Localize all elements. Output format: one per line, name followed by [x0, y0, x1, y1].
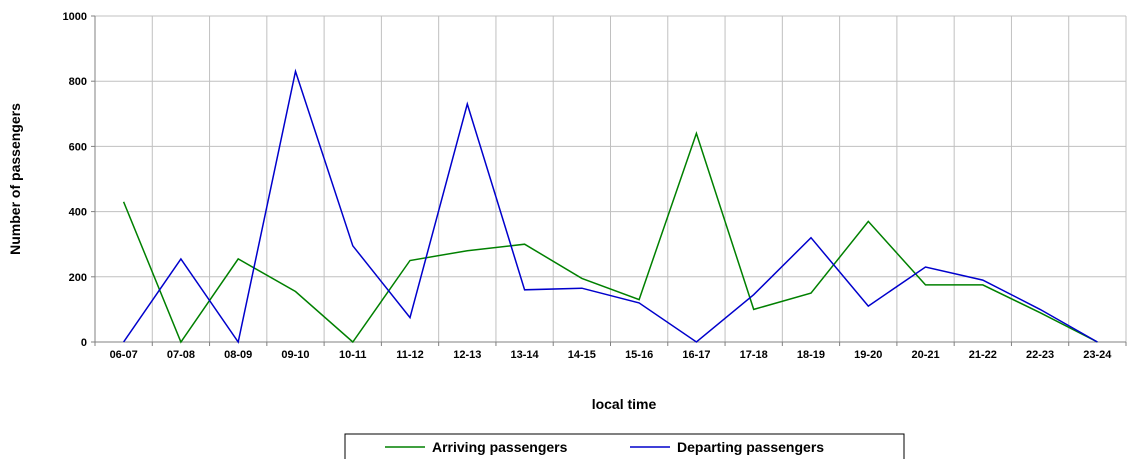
x-tick-label: 22-23: [1026, 349, 1054, 361]
series-line-arriving: [122, 131, 1098, 344]
x-tick-label: 16-17: [682, 349, 710, 361]
x-tick-label: 10-11: [339, 349, 367, 361]
series-line-departing: [122, 68, 1098, 344]
x-tick-label: 23-24: [1083, 349, 1112, 361]
x-tick-label: 09-10: [281, 349, 309, 361]
x-axis-title: local time: [592, 396, 657, 412]
x-tick-label: 11-12: [396, 349, 424, 361]
x-tick-label: 06-07: [110, 349, 138, 361]
x-tick-label: 19-20: [854, 349, 882, 361]
x-tick-label: 17-18: [740, 349, 768, 361]
y-axis-title: Number of passengers: [7, 103, 23, 255]
y-tick-label: 0: [81, 337, 87, 349]
legend-label-arriving: Arriving passengers: [432, 439, 568, 455]
x-tick-labels: 06-07 07-08 08-09 09-10 10-11 11-12 12-13 13-14…: [110, 349, 1113, 361]
y-tick-label: 1000: [63, 11, 87, 23]
series-lines: [122, 68, 1098, 344]
x-tick-label: 12-13: [453, 349, 481, 361]
y-tick-label: 400: [69, 207, 87, 219]
legend: Arriving passengers Departing passengers: [344, 433, 905, 464]
y-tick-label: 600: [69, 141, 87, 153]
x-tick-label: 21-22: [969, 349, 997, 361]
gridlines: [95, 15, 1127, 342]
x-tick-label: 20-21: [911, 349, 939, 361]
x-tick-label: 18-19: [797, 349, 825, 361]
x-tick-label: 08-09: [224, 349, 252, 361]
y-tick-label: 200: [69, 272, 87, 284]
x-tick-label: 14-15: [568, 349, 596, 361]
x-tick-label: 07-08: [167, 349, 195, 361]
axes: [91, 15, 1127, 346]
y-tick-labels: 0 200 400 600 800 1000: [63, 11, 87, 349]
x-tick-label: 15-16: [625, 349, 653, 361]
legend-label-departing: Departing passengers: [677, 439, 824, 455]
x-tick-label: 13-14: [511, 349, 540, 361]
y-tick-label: 800: [69, 76, 87, 88]
